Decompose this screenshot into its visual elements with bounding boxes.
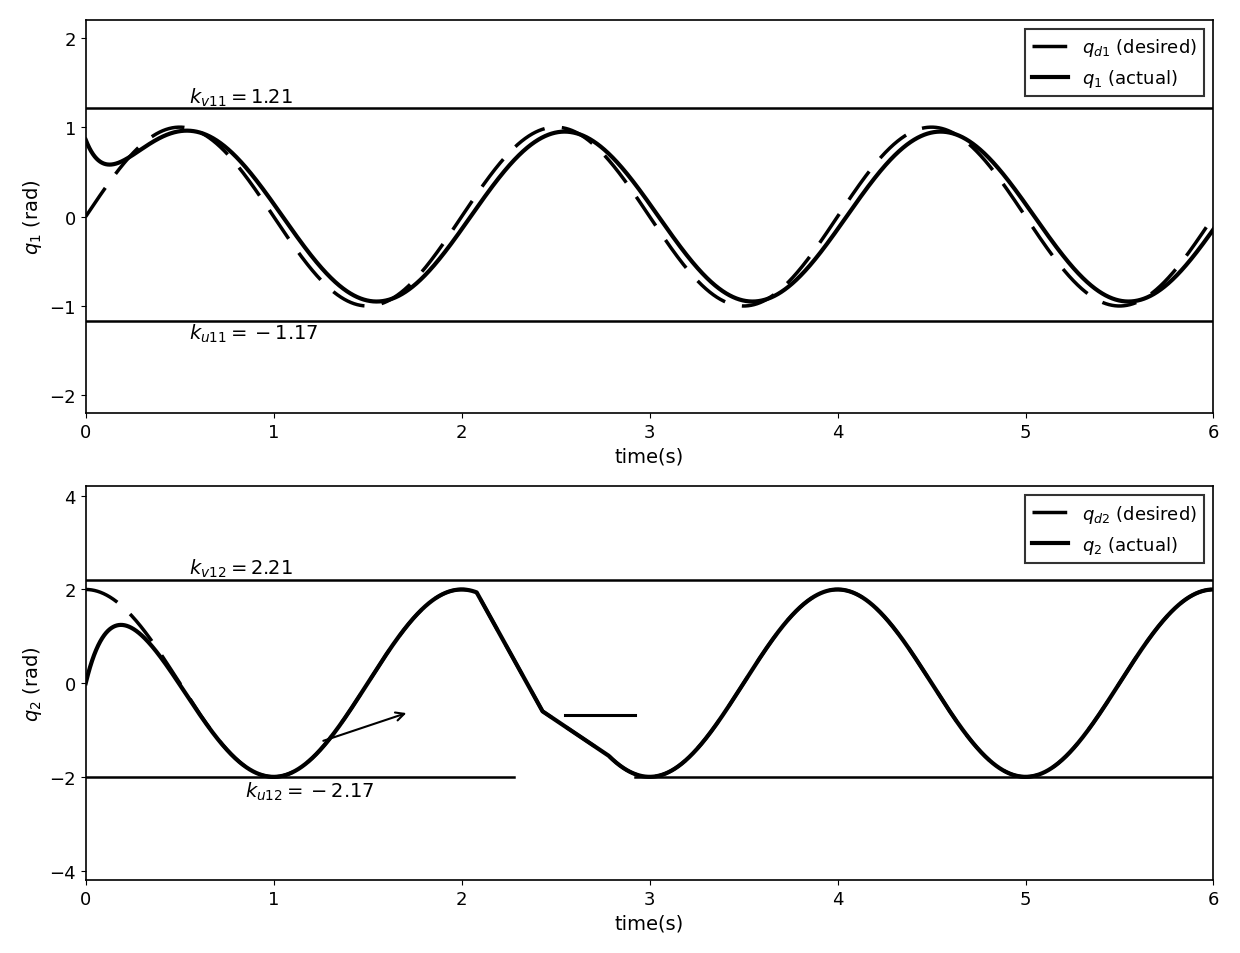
$q_2$ (actual) [78, 678, 93, 689]
$q_{d1}$ (desired) [920, 123, 935, 134]
Text: $k_{u11}=-1.17$: $k_{u11}=-1.17$ [190, 323, 319, 345]
$q_1$ (actual) [510, 152, 525, 164]
Line: $q_2$ (actual): $q_2$ (actual) [86, 590, 1214, 777]
$q_{d2}$ (desired) [1207, 584, 1221, 596]
$q_1$ (actual) [920, 129, 935, 140]
$q_{d1}$ (desired) [283, 236, 298, 248]
$q_2$ (actual) [284, 767, 299, 779]
X-axis label: time(s): time(s) [615, 913, 684, 932]
$q_{d1}$ (desired) [755, 296, 770, 308]
$q_{d2}$ (desired) [267, 771, 281, 782]
$q_2$ (actual) [510, 659, 525, 671]
$q_{d1}$ (desired) [78, 212, 93, 223]
$q_2$ (actual) [920, 671, 935, 682]
$q_{d2}$ (desired) [1006, 769, 1021, 781]
$q_2$ (actual) [755, 649, 770, 660]
$q_2$ (actual) [1006, 769, 1021, 781]
$q_1$ (actual) [755, 295, 770, 307]
$q_{d1}$ (desired) [1207, 212, 1221, 223]
$q_1$ (actual) [284, 223, 299, 234]
Line: $q_{d2}$ (desired): $q_{d2}$ (desired) [86, 590, 1214, 777]
$q_{d1}$ (desired) [812, 238, 827, 250]
Text: $k_{v11}=1.21$: $k_{v11}=1.21$ [190, 87, 293, 110]
$q_1$ (actual) [1207, 224, 1221, 235]
Legend: $q_{d1}$ (desired), $q_1$ (actual): $q_{d1}$ (desired), $q_1$ (actual) [1024, 30, 1204, 97]
$q_{d2}$ (desired) [284, 767, 299, 779]
$q_{d1}$ (desired) [737, 301, 751, 313]
$q_1$ (actual) [78, 135, 93, 147]
Y-axis label: $q_2$ (rad): $q_2$ (rad) [21, 645, 43, 721]
$q_1$ (actual) [1006, 182, 1021, 193]
$q_{d1}$ (desired) [1006, 193, 1021, 205]
Text: $k_{u12}=-2.17$: $k_{u12}=-2.17$ [246, 780, 374, 802]
$q_{d2}$ (desired) [755, 649, 770, 660]
Text: $k_{v12}=2.21$: $k_{v12}=2.21$ [190, 558, 293, 579]
$q_{d2}$ (desired) [78, 584, 93, 596]
Legend: $q_{d2}$ (desired), $q_2$ (actual): $q_{d2}$ (desired), $q_2$ (actual) [1024, 496, 1204, 563]
Line: $q_1$ (actual): $q_1$ (actual) [86, 132, 1214, 302]
X-axis label: time(s): time(s) [615, 447, 684, 466]
$q_1$ (actual) [180, 126, 195, 137]
$q_{d1}$ (desired) [510, 141, 525, 152]
$q_{d2}$ (desired) [510, 659, 525, 671]
$q_2$ (actual) [1207, 584, 1221, 596]
Line: $q_{d1}$ (desired): $q_{d1}$ (desired) [86, 128, 1214, 307]
$q_2$ (actual) [812, 588, 827, 599]
$q_{d2}$ (desired) [812, 588, 827, 599]
$q_{d2}$ (desired) [920, 671, 935, 682]
Y-axis label: $q_1$ (rad): $q_1$ (rad) [21, 179, 43, 255]
$q_1$ (actual) [745, 296, 760, 308]
$q_2$ (actual) [267, 771, 281, 782]
$q_{d1}$ (desired) [548, 122, 563, 133]
$q_1$ (actual) [812, 249, 827, 260]
